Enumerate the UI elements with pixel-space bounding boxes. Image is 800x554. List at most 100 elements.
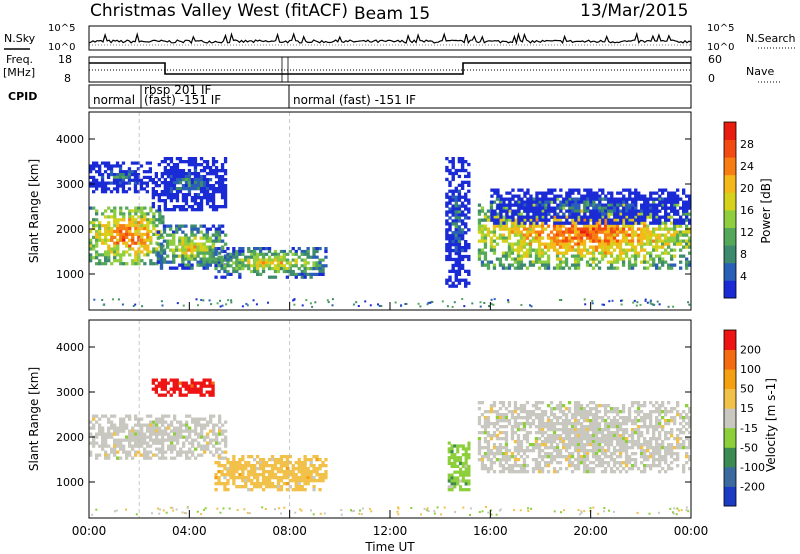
data-cell	[480, 425, 485, 429]
data-cell	[492, 425, 497, 429]
data-cell	[445, 243, 449, 247]
data-cell	[573, 407, 578, 411]
data-cell	[312, 255, 316, 259]
data-cell	[294, 261, 298, 265]
data-cell	[217, 230, 222, 234]
data-cell	[173, 426, 177, 430]
data-cell	[661, 260, 665, 264]
data-cell	[489, 239, 494, 243]
data-cell	[624, 230, 629, 234]
data-cell	[588, 251, 593, 255]
data-cell	[190, 390, 194, 394]
data-cell	[558, 449, 563, 453]
data-cell	[113, 250, 117, 254]
data-cell	[142, 175, 147, 179]
data-cell	[155, 426, 159, 430]
data-cell	[146, 232, 150, 236]
data-cell	[486, 416, 491, 420]
data-cell	[448, 160, 452, 164]
data-cell	[477, 254, 482, 258]
data-cell	[550, 215, 554, 219]
data-cell	[609, 242, 614, 246]
data-cell	[574, 209, 578, 213]
data-cell	[480, 467, 485, 471]
data-cell	[537, 233, 542, 237]
data-cell	[211, 254, 216, 258]
data-cell	[504, 236, 509, 240]
data-cell	[591, 467, 596, 471]
data-cell	[285, 275, 289, 279]
data-cell	[577, 203, 581, 207]
data-cell	[618, 443, 623, 447]
data-cell	[454, 263, 458, 268]
data-cell	[162, 239, 167, 243]
data-cell	[163, 378, 167, 382]
data-cell	[517, 194, 521, 198]
data-cell	[179, 432, 183, 436]
data-cell	[621, 230, 626, 234]
data-cell	[504, 419, 509, 423]
data-cell	[110, 215, 114, 219]
data-cell	[205, 233, 209, 237]
data-cell	[168, 266, 173, 270]
data-cell	[658, 203, 662, 207]
data-cell	[250, 249, 254, 254]
data-cell	[273, 255, 278, 259]
data-cell	[162, 251, 167, 255]
data-cell	[664, 227, 668, 231]
data-cell	[504, 413, 509, 417]
data-cell	[564, 467, 569, 471]
data-cell	[646, 443, 650, 447]
data-cell	[630, 404, 635, 408]
data-cell	[202, 233, 206, 237]
data-cell	[517, 188, 521, 192]
data-cell	[525, 248, 530, 252]
ground-scatter-cell	[195, 298, 198, 301]
data-cell	[196, 187, 201, 191]
data-cell	[576, 254, 581, 258]
data-cell	[508, 206, 512, 210]
data-cell	[112, 178, 117, 182]
data-cell	[247, 461, 251, 465]
data-cell	[136, 161, 141, 165]
data-cell	[128, 218, 132, 222]
ground-scatter-cell	[584, 303, 587, 306]
data-cell	[643, 227, 647, 231]
data-cell	[667, 242, 671, 246]
data-cell	[585, 404, 590, 408]
ground-scatter-cell	[246, 304, 249, 307]
data-cell	[564, 422, 569, 426]
data-cell	[499, 203, 503, 207]
data-cell	[303, 482, 307, 486]
data-cell	[570, 263, 575, 267]
data-cell	[157, 196, 161, 200]
data-cell	[285, 252, 289, 256]
data-cell	[498, 425, 503, 429]
data-cell	[181, 169, 186, 173]
data-cell	[279, 461, 284, 465]
data-cell	[673, 218, 677, 222]
data-cell	[205, 172, 210, 176]
data-cell	[149, 262, 153, 266]
data-cell	[567, 230, 572, 234]
data-cell	[612, 464, 617, 468]
data-cell	[501, 413, 506, 417]
data-cell	[655, 446, 659, 450]
data-cell	[122, 426, 126, 430]
data-cell	[664, 413, 668, 417]
data-cell	[576, 248, 581, 252]
data-cell	[119, 429, 123, 433]
data-cell	[501, 455, 506, 459]
data-cell	[643, 224, 647, 228]
data-cell	[522, 410, 527, 414]
data-cell	[270, 275, 275, 279]
data-cell	[250, 464, 254, 468]
data-cell	[544, 218, 548, 222]
ytick-label: 3000	[56, 178, 84, 191]
data-cell	[621, 224, 626, 228]
data-cell	[486, 227, 491, 231]
data-cell	[134, 212, 138, 216]
data-cell	[169, 169, 174, 173]
data-cell	[175, 175, 180, 179]
data-cell	[89, 175, 93, 179]
